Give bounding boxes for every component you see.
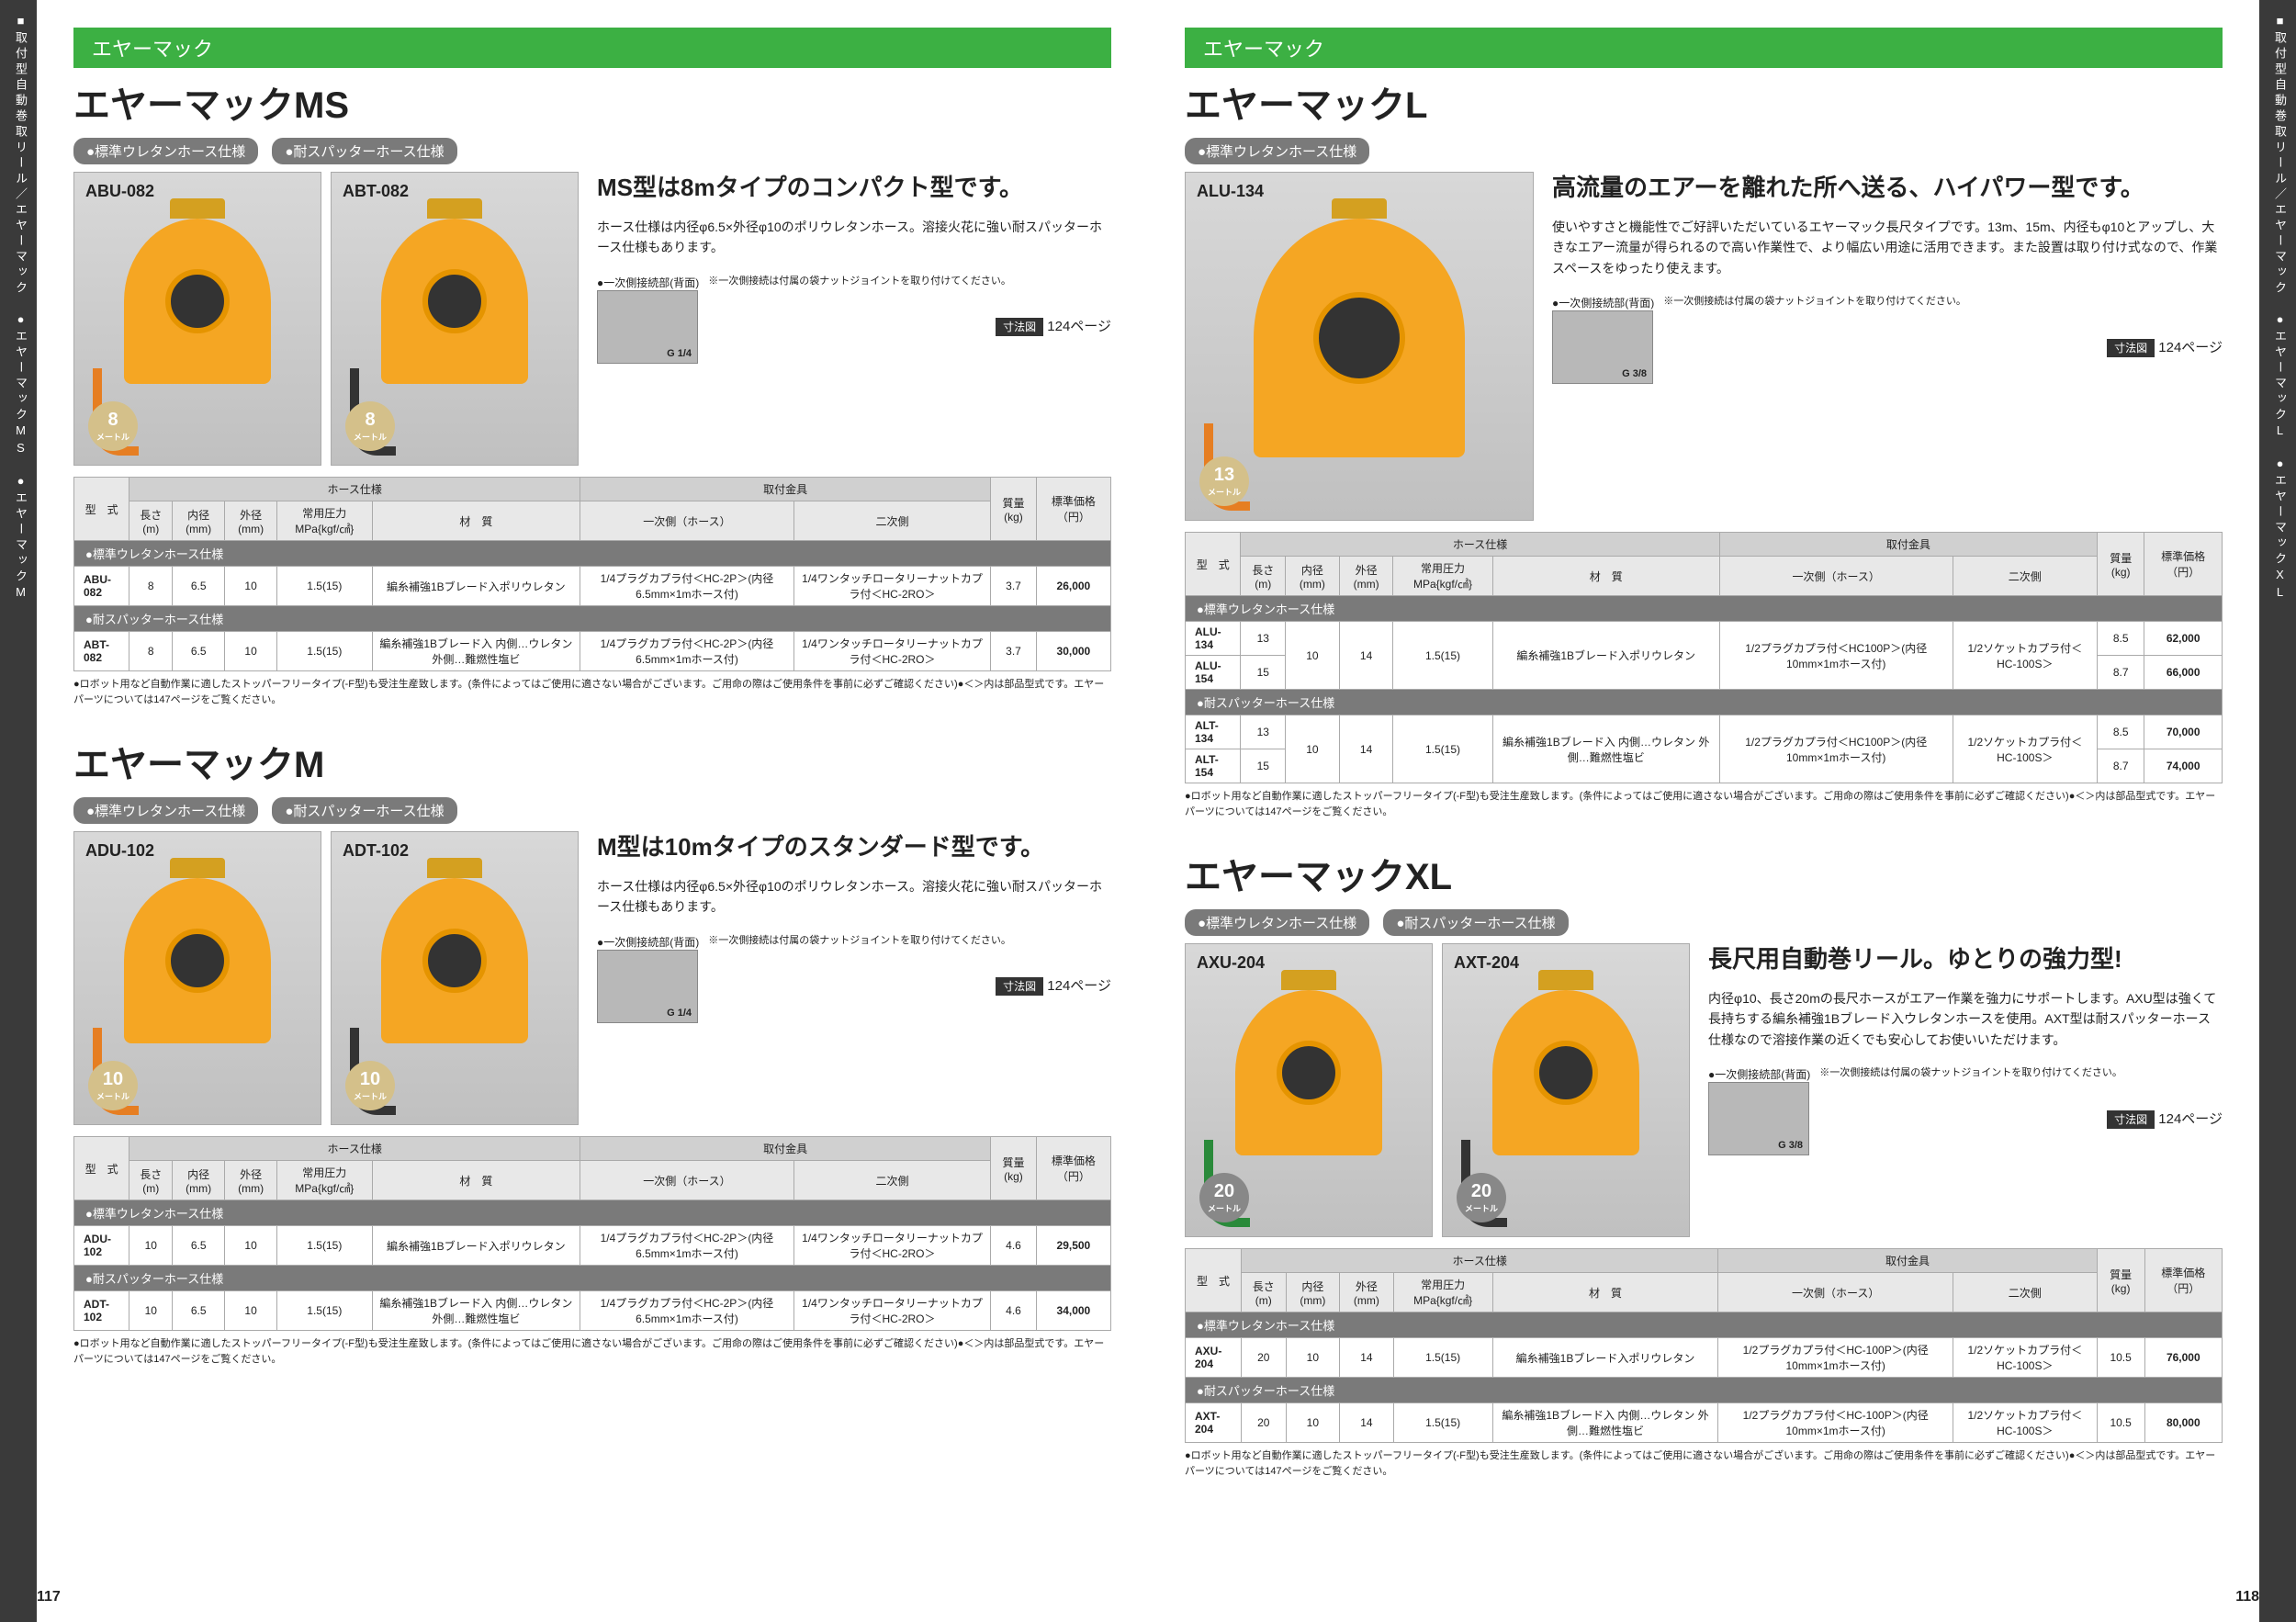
spec-table-m: 型 式ホース仕様取付金具質量(kg)標準価格（円） 長さ(m)内径(mm)外径(… [73, 1136, 1111, 1331]
product-title-m: エヤーマックM [73, 735, 1111, 788]
connector-note: ※一次側接続は付属の袋ナットジョイントを取り付けてください。 [708, 934, 1111, 948]
image-pair-m: ADU-102 10メートル ADT-102 10メートル [73, 831, 579, 1125]
dim-ref: 寸法図 [996, 318, 1043, 336]
table-row: ALU-1341310141.5(15)編糸補強1Bブレード入ポリウレタン1/2… [1186, 622, 2223, 656]
product-title-xl: エヤーマックXL [1185, 847, 2223, 900]
table-row: ABU-08286.5101.5(15)編糸補強1Bブレード入ポリウレタン1/4… [74, 567, 1111, 606]
length-badge: 13メートル [1199, 456, 1249, 506]
connector-label: ●一次側接続部(背面) [597, 934, 699, 950]
desc-m: M型は10mタイプのスタンダード型です。 ホース仕様は内径φ6.5×外径φ10の… [597, 831, 1111, 1125]
image-label: AXT-204 [1454, 953, 1519, 973]
length-badge: 8メートル [345, 401, 395, 451]
desc-text: ホース仕様は内径φ6.5×外径φ10のポリウレタンホース。溶接火花に強い耐スパッ… [597, 217, 1111, 258]
image-pair-ms: ABU-082 8メートル ABT-082 8メートル [73, 172, 579, 466]
product-l: エヤーマックL ●標準ウレタンホース仕様 ALU-134 13メートル 高流量の… [1185, 75, 2223, 819]
image-label: ABU-082 [85, 182, 154, 201]
product-m: エヤーマックM ●標準ウレタンホース仕様 ●耐スパッターホース仕様 ADU-10… [73, 735, 1111, 1367]
connector-label: ●一次側接続部(背面) [1708, 1066, 1810, 1082]
spec-table-xl: 型 式ホース仕様取付金具質量(kg)標準価格（円） 長さ(m)内径(mm)外径(… [1185, 1248, 2223, 1443]
chip-spatter: ●耐スパッターホース仕様 [1383, 909, 1568, 936]
page-left: ■取付型自動巻取リール／エヤーマック ●エヤーマックMS ●エヤーマックM エヤ… [0, 0, 1148, 1622]
product-image-axu204: AXU-204 20メートル [1185, 943, 1433, 1237]
connector-note: ※一次側接続は付属の袋ナットジョイントを取り付けてください。 [1663, 295, 2223, 309]
desc-text: 内径φ10、長さ20mの長尺ホースがエアー作業を強力にサポートします。AXU型は… [1708, 988, 2223, 1050]
connector-image: G 3/8 [1552, 310, 1653, 384]
headline: MS型は8mタイプのコンパクト型です。 [597, 172, 1111, 204]
chip-spatter: ●耐スパッターホース仕様 [272, 138, 456, 164]
chip-spatter: ●耐スパッターホース仕様 [272, 797, 456, 824]
length-badge: 20メートル [1457, 1173, 1506, 1222]
length-badge: 8メートル [88, 401, 138, 451]
image-pair-xl: AXU-204 20メートル AXT-204 20メートル [1185, 943, 1690, 1237]
product-xl: エヤーマックXL ●標準ウレタンホース仕様 ●耐スパッターホース仕様 AXU-2… [1185, 847, 2223, 1479]
chip-urethane: ●標準ウレタンホース仕様 [73, 138, 258, 164]
footnote: ●ロボット用など自動作業に適したストッパーフリータイプ(-F型)も受注生産致しま… [73, 1336, 1111, 1367]
page-number: 118 [2235, 1589, 2259, 1605]
length-badge: 10メートル [88, 1061, 138, 1110]
page-right: ■取付型自動巻取リール／エヤーマック ●エヤーマックL ●エヤーマックXL エヤ… [1148, 0, 2296, 1622]
image-label: ADT-102 [343, 841, 409, 861]
connector-note: ※一次側接続は付属の袋ナットジョイントを取り付けてください。 [1819, 1066, 2223, 1080]
product-title-ms: エヤーマックMS [73, 75, 1111, 129]
connector-image: G 3/8 [1708, 1082, 1809, 1155]
side-tab-left: ■取付型自動巻取リール／エヤーマック ●エヤーマックMS ●エヤーマックM [0, 0, 37, 1622]
table-row: AXU-2042010141.5(15)編糸補強1Bブレード入ポリウレタン1/2… [1186, 1338, 2223, 1378]
product-image-axt204: AXT-204 20メートル [1442, 943, 1690, 1237]
chip-urethane: ●標準ウレタンホース仕様 [1185, 138, 1369, 164]
length-badge: 20メートル [1199, 1173, 1249, 1222]
length-badge: 10メートル [345, 1061, 395, 1110]
table-row: ALT-1341310141.5(15)編糸補強1Bブレード入 内側…ウレタン … [1186, 715, 2223, 749]
product-image-alu134: ALU-134 13メートル [1185, 172, 1534, 521]
table-row: ADT-102106.5101.5(15)編糸補強1Bブレード入 内側…ウレタン… [74, 1291, 1111, 1331]
connector-image: G 1/4 [597, 950, 698, 1023]
table-row: AXT-2042010141.5(15)編糸補強1Bブレード入 内側…ウレタン … [1186, 1403, 2223, 1443]
dim-ref: 寸法図 [2107, 339, 2155, 357]
spec-table-l: 型 式ホース仕様取付金具質量(kg)標準価格（円） 長さ(m)内径(mm)外径(… [1185, 532, 2223, 783]
product-ms: エヤーマックMS ●標準ウレタンホース仕様 ●耐スパッターホース仕様 ABU-0… [73, 75, 1111, 707]
headline: 長尺用自動巻リール。ゆとりの強力型! [1708, 943, 2223, 975]
connector-note: ※一次側接続は付属の袋ナットジョイントを取り付けてください。 [708, 275, 1111, 288]
table-row: ABT-08286.5101.5(15)編糸補強1Bブレード入 内側…ウレタン … [74, 632, 1111, 671]
product-title-l: エヤーマックL [1185, 75, 2223, 129]
image-label: AXU-204 [1197, 953, 1265, 973]
desc-text: ホース仕様は内径φ6.5×外径φ10のポリウレタンホース。溶接火花に強い耐スパッ… [597, 876, 1111, 918]
product-image-adu102: ADU-102 10メートル [73, 831, 321, 1125]
connector-image: G 1/4 [597, 290, 698, 364]
product-image-abu082: ABU-082 8メートル [73, 172, 321, 466]
chip-urethane: ●標準ウレタンホース仕様 [73, 797, 258, 824]
category-bar: エヤーマック [73, 28, 1111, 68]
headline: 高流量のエアーを離れた所へ送る、ハイパワー型です。 [1552, 172, 2223, 204]
desc-l: 高流量のエアーを離れた所へ送る、ハイパワー型です。 使いやすさと機能性でご好評い… [1552, 172, 2223, 521]
product-image-adt102: ADT-102 10メートル [331, 831, 579, 1125]
page-number: 117 [37, 1589, 61, 1605]
image-label: ADU-102 [85, 841, 154, 861]
footnote: ●ロボット用など自動作業に適したストッパーフリータイプ(-F型)も受注生産致しま… [1185, 789, 2223, 819]
desc-xl: 長尺用自動巻リール。ゆとりの強力型! 内径φ10、長さ20mの長尺ホースがエアー… [1708, 943, 2223, 1237]
dim-ref: 寸法図 [2107, 1110, 2155, 1129]
chip-urethane: ●標準ウレタンホース仕様 [1185, 909, 1369, 936]
catalog-spread: ■取付型自動巻取リール／エヤーマック ●エヤーマックMS ●エヤーマックM エヤ… [0, 0, 2296, 1622]
product-image-abt082: ABT-082 8メートル [331, 172, 579, 466]
desc-ms: MS型は8mタイプのコンパクト型です。 ホース仕様は内径φ6.5×外径φ10のポ… [597, 172, 1111, 466]
table-row: ADU-102106.5101.5(15)編糸補強1Bブレード入ポリウレタン1/… [74, 1226, 1111, 1266]
connector-label: ●一次側接続部(背面) [597, 275, 699, 290]
footnote: ●ロボット用など自動作業に適したストッパーフリータイプ(-F型)も受注生産致しま… [1185, 1448, 2223, 1479]
side-tab-right: ■取付型自動巻取リール／エヤーマック ●エヤーマックL ●エヤーマックXL [2259, 0, 2296, 1622]
image-label: ABT-082 [343, 182, 409, 201]
dim-ref: 寸法図 [996, 977, 1043, 996]
spec-table-ms: 型 式ホース仕様取付金具質量(kg)標準価格（円） 長さ(m)内径(mm)外径(… [73, 477, 1111, 671]
connector-label: ●一次側接続部(背面) [1552, 295, 1654, 310]
desc-text: 使いやすさと機能性でご好評いただいているエヤーマック長尺タイプです。13m、15… [1552, 217, 2223, 278]
category-bar: エヤーマック [1185, 28, 2223, 68]
image-label: ALU-134 [1197, 182, 1264, 201]
footnote: ●ロボット用など自動作業に適したストッパーフリータイプ(-F型)も受注生産致しま… [73, 677, 1111, 707]
headline: M型は10mタイプのスタンダード型です。 [597, 831, 1111, 863]
